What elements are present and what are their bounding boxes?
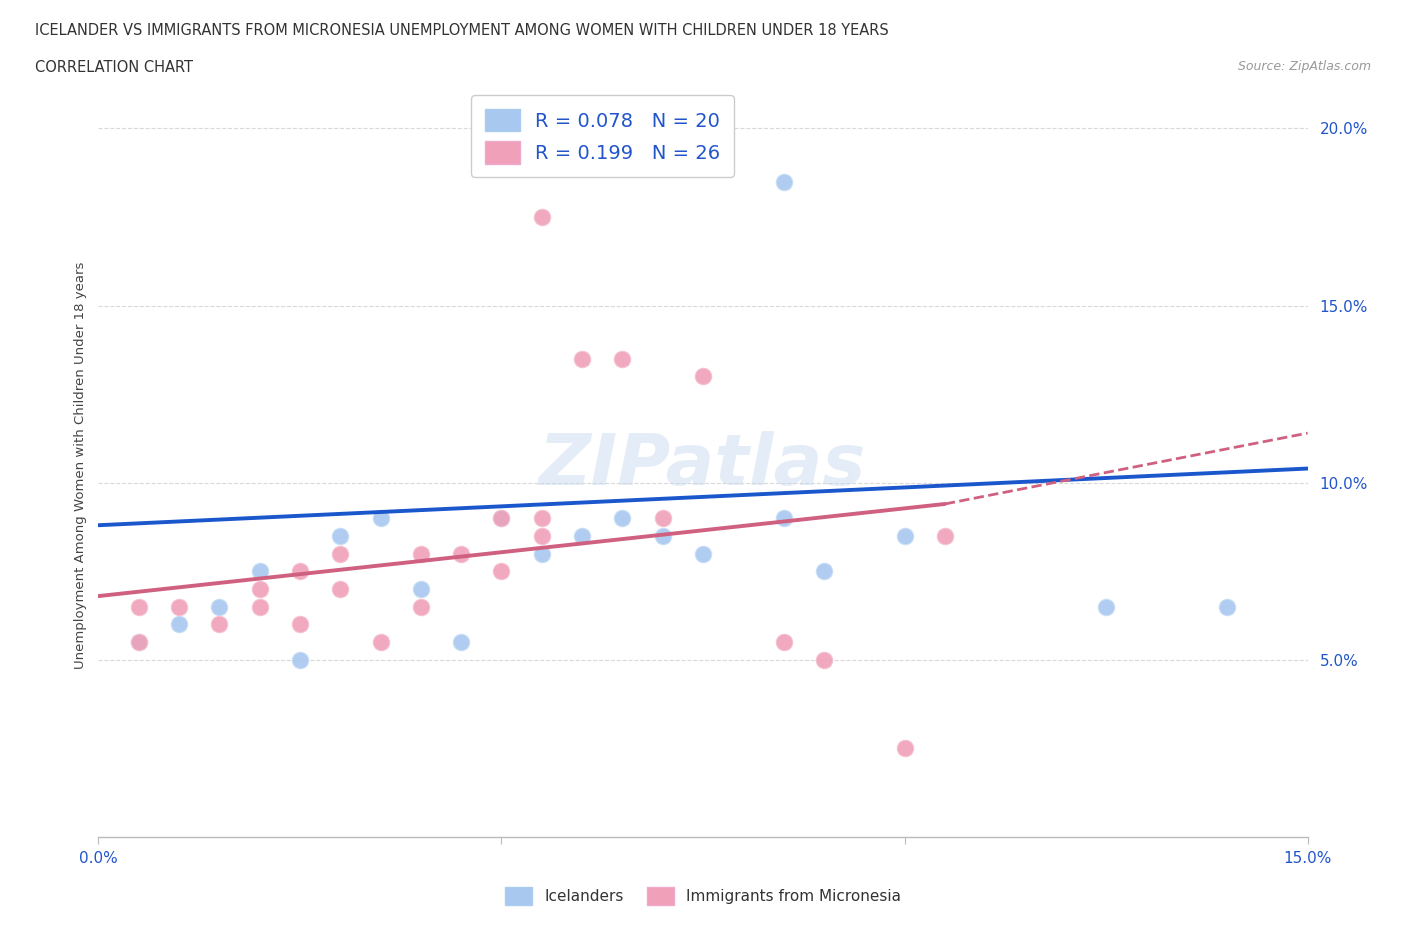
Text: Source: ZipAtlas.com: Source: ZipAtlas.com [1237, 60, 1371, 73]
Point [934, 528, 956, 543]
Point [167, 599, 190, 614]
Point [329, 581, 352, 596]
Legend: Icelanders, Immigrants from Micronesia: Icelanders, Immigrants from Micronesia [499, 882, 907, 911]
Point [772, 634, 794, 649]
Point [530, 546, 553, 561]
Point [893, 528, 915, 543]
Point [772, 511, 794, 525]
Text: CORRELATION CHART: CORRELATION CHART [35, 60, 193, 75]
Point [329, 528, 352, 543]
Text: ICELANDER VS IMMIGRANTS FROM MICRONESIA UNEMPLOYMENT AMONG WOMEN WITH CHILDREN U: ICELANDER VS IMMIGRANTS FROM MICRONESIA … [35, 23, 889, 38]
Point [612, 511, 634, 525]
Point [208, 617, 231, 631]
Point [651, 511, 673, 525]
Point [450, 546, 472, 561]
Point [612, 352, 634, 366]
Point [571, 528, 593, 543]
Point [692, 546, 714, 561]
Point [249, 599, 271, 614]
Point [288, 564, 311, 578]
Point [491, 564, 513, 578]
Point [128, 634, 150, 649]
Point [813, 653, 835, 668]
Point [530, 511, 553, 525]
Point [530, 139, 553, 153]
Point [813, 564, 835, 578]
Y-axis label: Unemployment Among Women with Children Under 18 years: Unemployment Among Women with Children U… [75, 261, 87, 669]
Point [409, 546, 432, 561]
Point [1095, 599, 1118, 614]
Text: ZIPatlas: ZIPatlas [540, 431, 866, 499]
Point [1216, 599, 1239, 614]
Point [530, 528, 553, 543]
Point [128, 634, 150, 649]
Point [370, 511, 392, 525]
Point [329, 546, 352, 561]
Point [571, 352, 593, 366]
Point [692, 369, 714, 384]
Point [530, 209, 553, 224]
Point [249, 564, 271, 578]
Point [772, 174, 794, 189]
Point [409, 581, 432, 596]
Point [893, 741, 915, 756]
Point [208, 599, 231, 614]
Point [167, 617, 190, 631]
Point [370, 634, 392, 649]
Point [651, 528, 673, 543]
Point [491, 511, 513, 525]
Point [409, 599, 432, 614]
Point [128, 599, 150, 614]
Point [491, 511, 513, 525]
Point [288, 653, 311, 668]
Point [450, 634, 472, 649]
Point [249, 581, 271, 596]
Point [288, 617, 311, 631]
